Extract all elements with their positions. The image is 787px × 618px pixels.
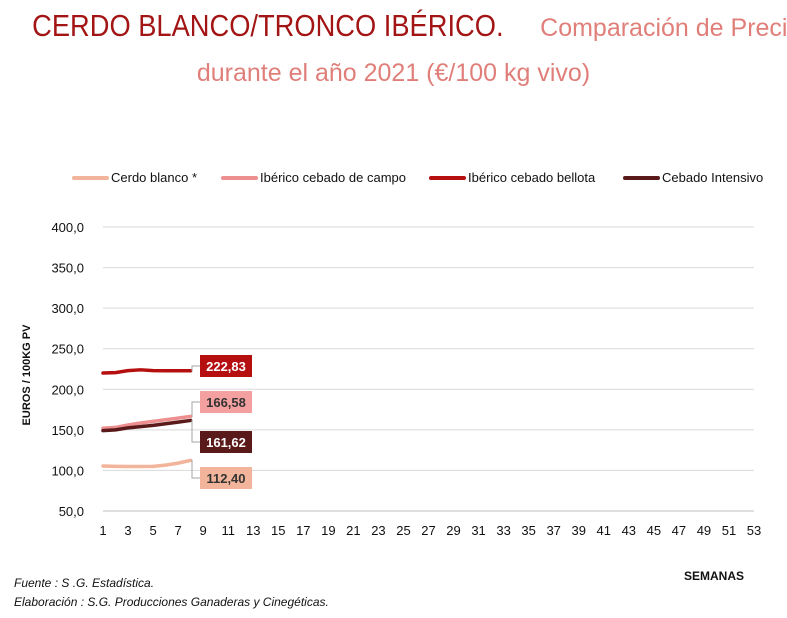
legend-label: Ibérico cebado de campo xyxy=(260,170,406,185)
series-line xyxy=(101,458,193,469)
data-label-box xyxy=(200,355,252,377)
y-tick-label: 350,0 xyxy=(51,261,84,276)
x-tick-label: 9 xyxy=(200,523,207,538)
x-tick-label: 21 xyxy=(346,523,360,538)
legend-label: Cebado Intensivo xyxy=(662,170,763,185)
data-label: 112,40 xyxy=(206,471,245,486)
x-tick-label: 45 xyxy=(647,523,661,538)
legend-label: Cerdo blanco * xyxy=(111,170,197,185)
data-label-leader xyxy=(191,419,200,443)
data-label-leader xyxy=(191,459,200,479)
x-tick-label: 39 xyxy=(571,523,585,538)
data-label: 166,58 xyxy=(206,395,246,410)
x-tick-label: 27 xyxy=(421,523,435,538)
x-tick-label: 53 xyxy=(747,523,761,538)
data-label-box xyxy=(200,467,252,489)
title-main: CERDO BLANCO/TRONCO IBÉRICO. xyxy=(32,8,504,43)
legend-label: Ibérico cebado bellota xyxy=(468,170,596,185)
x-tick-label: 31 xyxy=(471,523,485,538)
data-label-box xyxy=(200,391,252,413)
data-label-box xyxy=(200,431,252,453)
x-axis-title: SEMANAS xyxy=(684,569,744,583)
x-tick-label: 3 xyxy=(124,523,131,538)
footer-elaboration: Elaboración : S.G. Producciones Ganadera… xyxy=(14,595,329,609)
x-tick-label: 17 xyxy=(296,523,310,538)
x-tick-label: 33 xyxy=(496,523,510,538)
x-tick-label: 43 xyxy=(622,523,636,538)
x-tick-label: 7 xyxy=(174,523,181,538)
y-tick-label: 100,0 xyxy=(51,463,84,478)
footer-source: Fuente : S .G. Estadística. xyxy=(14,576,155,590)
title-sub-line-2: durante el año 2021 (€/100 kg vivo) xyxy=(196,59,591,87)
x-tick-label: 19 xyxy=(321,523,335,538)
y-tick-label: 200,0 xyxy=(51,382,84,397)
series-line xyxy=(101,418,193,433)
y-tick-label: 250,0 xyxy=(51,342,84,357)
y-tick-label: 150,0 xyxy=(51,423,84,438)
series-line xyxy=(101,414,193,430)
x-tick-label: 13 xyxy=(246,523,260,538)
data-label-leader xyxy=(191,365,200,372)
y-axis-title: EUROS / 100KG PV xyxy=(21,324,33,426)
x-tick-label: 35 xyxy=(521,523,535,538)
x-tick-label: 41 xyxy=(597,523,611,538)
x-tick-label: 25 xyxy=(396,523,410,538)
series-line xyxy=(101,368,193,375)
x-tick-label: 47 xyxy=(672,523,686,538)
y-tick-label: 50,0 xyxy=(59,504,84,519)
x-tick-label: 5 xyxy=(149,523,156,538)
x-tick-label: 37 xyxy=(546,523,560,538)
data-label: 222,83 xyxy=(206,359,246,374)
data-label-leader xyxy=(191,401,200,417)
y-tick-label: 300,0 xyxy=(51,301,84,316)
y-tick-label: 400,0 xyxy=(51,220,84,235)
x-tick-label: 29 xyxy=(446,523,460,538)
x-tick-label: 49 xyxy=(697,523,711,538)
title-sub-line-1: Comparación de Precios xyxy=(540,14,787,42)
x-tick-label: 11 xyxy=(221,523,235,538)
title-line-1: CERDO BLANCO/TRONCO IBÉRICO. Comparación… xyxy=(0,6,787,52)
x-tick-label: 51 xyxy=(722,523,736,538)
data-label: 161,62 xyxy=(206,435,246,450)
x-tick-label: 15 xyxy=(271,523,285,538)
x-tick-label: 1 xyxy=(99,523,106,538)
chart-title: CERDO BLANCO/TRONCO IBÉRICO. Comparación… xyxy=(0,6,787,90)
x-tick-label: 23 xyxy=(371,523,385,538)
